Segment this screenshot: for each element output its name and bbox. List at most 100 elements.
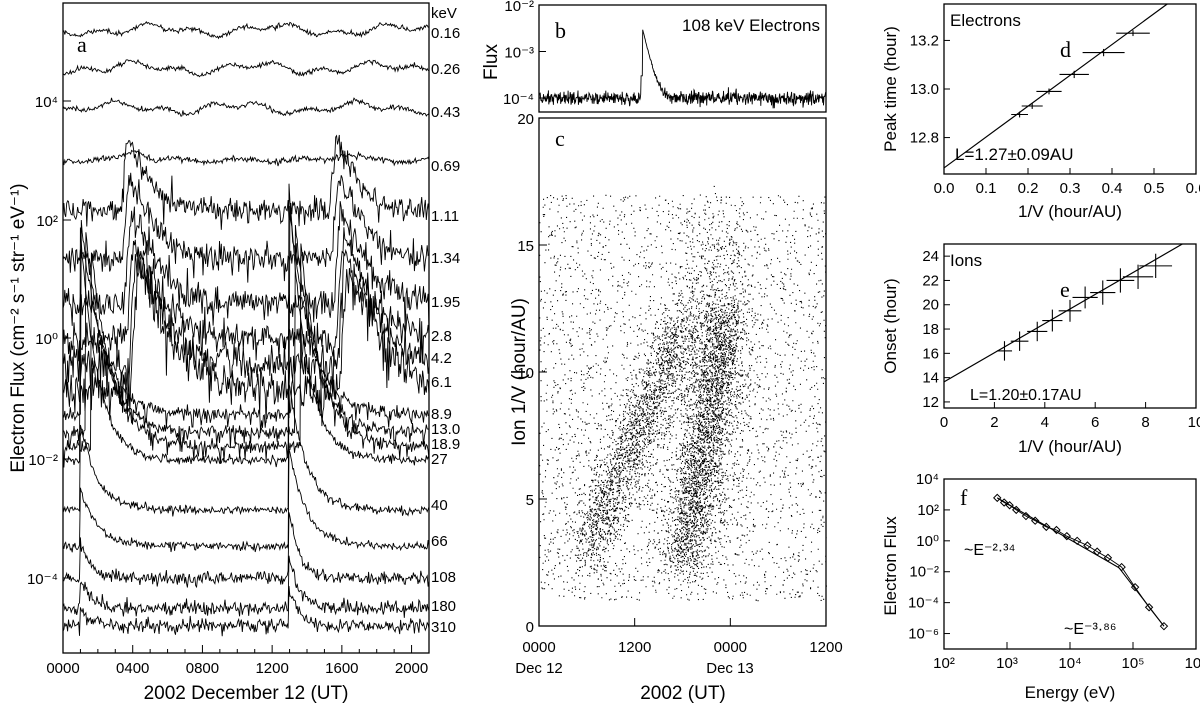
energy-label-1.95: 1.95 (431, 294, 460, 311)
panel-b: b 108 keV Electrons Flux 10⁻² 10⁻³ 10⁻⁴ (481, 0, 827, 113)
panel-a-y-ticks: 10⁴ 10² 10⁰ 10⁻² 10⁻⁴ (27, 94, 71, 588)
energy-label-18.9: 18.9 (431, 436, 460, 453)
panel-e-ytick-label: 14 (922, 370, 939, 387)
panel-f-point-13 (1117, 562, 1126, 572)
panel-c: c 0000 1200 0000 1200 0 5 10 15 20 Dec 12 Dec 1… (509, 111, 843, 704)
panel-f-point-7 (1052, 525, 1061, 535)
panel-b-ytick-label: 10⁻⁴ (503, 91, 534, 108)
panel-a-xtick-label-1200: 1200 (255, 660, 288, 677)
panel-d-xtick-label: 0.1 (976, 180, 997, 197)
panel-e-xtick-label: 6 (1091, 414, 1099, 431)
electron-trace-18.9-kev (62, 243, 430, 468)
panel-a-ytick-label: 10⁻⁴ (27, 571, 58, 588)
energy-label-8.9: 8.9 (431, 406, 452, 423)
panel-e-ylabel: Onset (hour) (881, 278, 900, 373)
panel-d-xtick-label: 0.6 (1186, 180, 1200, 197)
panel-f-slope1: ~E⁻²·³⁴ (964, 542, 1015, 559)
energy-label-40: 40 (431, 497, 448, 514)
panel-e-ytick-label: 16 (922, 345, 939, 362)
electron-trace-6.1-kev (62, 261, 430, 427)
panel-b-ytick-label: 10⁻² (504, 0, 534, 15)
panel-e-xtick-label: 2 (990, 414, 998, 431)
panel-f-point-3 (1012, 505, 1021, 515)
panel-f-ytick-label: 10² (917, 502, 939, 519)
panel-c-xtick-label: 0000 (522, 639, 555, 656)
panel-f-point-4 (1021, 511, 1031, 521)
panel-d-fit-line (943, 3, 1168, 169)
panel-f-y-ticks: 10⁴ 10² 10⁰ 10⁻² 10⁻⁴ 10⁻⁶ (908, 471, 950, 643)
panel-e-xtick-label: 0 (940, 414, 948, 431)
panel-a-letter: a (77, 32, 87, 57)
panel-e-xtick-label: 4 (1041, 414, 1049, 431)
panel-f-xlabel: Energy (eV) (1025, 683, 1116, 702)
panel-c-ytick-label: 15 (517, 238, 534, 255)
electron-trace-0.26-kev (62, 58, 430, 78)
panel-b-trace (538, 29, 827, 109)
energy-label-180: 180 (431, 598, 456, 615)
panel-d-ylabel: Peak time (hour) (881, 26, 900, 152)
electron-trace-1.11-kev (62, 134, 430, 230)
electron-trace-40-kev (62, 383, 430, 517)
panel-c-letter: c (555, 126, 565, 151)
panel-a: a keV 0.16 0.26 0.43 0.69 1.11 1.34 1.95 2.8 4.2… (8, 2, 460, 704)
panel-b-title: 108 keV Electrons (682, 16, 820, 35)
panel-f-ytick-label: 10⁻⁶ (908, 626, 939, 643)
panel-f-point-8 (1062, 531, 1072, 541)
panel-f-point-14 (1130, 582, 1140, 592)
panel-f-ytick-label: 10⁴ (916, 471, 939, 488)
panel-c-xtick-label: 1200 (809, 639, 842, 656)
panel-f-ytick-label: 10⁰ (916, 533, 939, 550)
panel-b-letter: b (555, 18, 566, 43)
energy-label-27: 27 (431, 451, 448, 468)
panel-f-point-1 (999, 498, 1009, 507)
panel-d-xtick-label: 0.4 (1102, 180, 1123, 197)
electron-trace-66-kev (62, 449, 430, 553)
panel-e-xtick-label: 10 (1188, 414, 1200, 431)
panel-a-xtick-label-0000: 0000 (46, 660, 79, 677)
panel-a-ytick-label: 10⁰ (35, 331, 58, 348)
panel-f-point-12 (1103, 553, 1113, 562)
panel-e-ytick-label: 24 (922, 248, 939, 265)
panel-c-xsub-1: Dec 12 (515, 660, 563, 677)
electron-trace-0.69-kev (62, 149, 430, 167)
panel-f-slope2: ~E⁻³·⁸⁶ (1064, 621, 1116, 638)
electron-108kev-trace (538, 29, 827, 109)
energy-label-66: 66 (431, 533, 448, 550)
panel-e-xlabel: 1/V (hour/AU) (1018, 437, 1122, 456)
panel-d-letter: d (1060, 37, 1071, 62)
panel-f-ytick-label: 10⁻⁴ (908, 595, 939, 612)
panel-d-ytick-label: 13.2 (910, 32, 939, 49)
ion-scatter-points (539, 185, 827, 602)
panel-c-xlabel: 2002 (UT) (640, 683, 726, 704)
panel-f-fit-low (996, 497, 1120, 569)
electron-trace-8.9-kev (62, 205, 429, 434)
panel-f-point-6 (1042, 522, 1051, 532)
panel-c-xtick-label: 1200 (618, 639, 651, 656)
electron-trace-1.34-kev (62, 172, 430, 283)
panel-a-xlabel: 2002 December 12 (UT) (144, 683, 349, 704)
panel-f-letter: f (960, 485, 968, 510)
panel-f-point-0 (993, 493, 1002, 503)
panel-e-plot (943, 243, 1183, 383)
panel-d-label: Electrons (950, 11, 1021, 30)
panel-f-xtick-label: 10² (933, 655, 955, 672)
panel-e-fit-line (943, 243, 1183, 383)
panel-c-x-ticks: 0000 1200 0000 1200 (522, 618, 843, 656)
panel-c-ytick-label: 5 (526, 492, 534, 509)
panel-f-spectrum-line (996, 497, 1165, 627)
panel-f: f ~E⁻²·³⁴ ~E⁻³·⁸⁶ 10²10³10⁴10⁵10⁶ 10⁴10²… (881, 471, 1200, 702)
energy-label-108: 108 (431, 569, 456, 586)
panel-a-xtick-label-0800: 0800 (186, 660, 219, 677)
panel-f-plot (993, 493, 1169, 631)
panel-a-energy-labels: 0.16 0.26 0.43 0.69 1.11 1.34 1.95 2.8 4.2 6.1 8.9… (431, 25, 460, 636)
energy-label-13.0: 13.0 (431, 421, 460, 438)
panel-d-xtick-label: 0.3 (1060, 180, 1081, 197)
panel-e-label: Ions (950, 251, 982, 270)
energy-label-1.34: 1.34 (431, 250, 460, 267)
panel-e-x-ticks: 0 2 4 6 8 10 (940, 402, 1200, 431)
panel-e-ytick-label: 12 (922, 394, 939, 411)
energy-label-6.1: 6.1 (431, 374, 452, 391)
electron-trace-180-kev (62, 555, 430, 618)
panel-c-ytick-label: 0 (526, 619, 534, 636)
